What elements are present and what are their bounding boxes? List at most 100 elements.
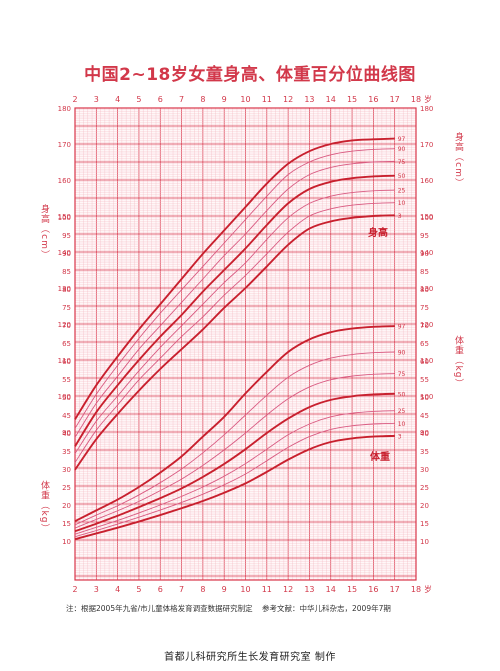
weight-tick-left: 95 (62, 232, 71, 240)
weight-tick-right: 40 (420, 430, 429, 438)
height-percentile-label: 25 (398, 188, 406, 195)
footnote-source: 注：根据2005年九省/市儿童体格发育调查数据研究制定 (66, 604, 253, 613)
weight-tick-left: 80 (62, 286, 71, 294)
height-curve-p90 (74, 148, 395, 429)
x-tick-label-top: 9 (222, 95, 227, 104)
height-tick-right: 160 (420, 177, 433, 185)
height-curve-p10 (74, 202, 395, 463)
weight-tick-left: 10 (62, 538, 71, 546)
x-tick-label-bottom: 15 (347, 585, 357, 594)
weight-tick-left: 100 (58, 214, 71, 222)
weight-percentile-label: 90 (398, 350, 406, 357)
x-tick-label-top: 2 (72, 95, 77, 104)
height-tick-right: 180 (420, 105, 433, 113)
x-tick-label-top: 11 (262, 95, 272, 104)
grid (74, 107, 417, 581)
weight-tick-left: 55 (62, 376, 71, 384)
chart-title: 中国2~18岁女童身高、体重百分位曲线图 (84, 65, 416, 85)
weight-tick-left: 90 (62, 250, 71, 258)
weight-curve-label: 体重 (370, 450, 390, 463)
weight-tick-left: 15 (62, 520, 71, 528)
x-tick-label-bottom: 8 (200, 585, 205, 594)
weight-tick-right: 60 (420, 358, 429, 366)
height-curve-label: 身高 (368, 226, 388, 239)
weight-curve-p25 (74, 410, 395, 535)
weight-tick-right: 65 (420, 340, 429, 348)
weight-tick-right: 75 (420, 304, 429, 312)
height-curve-p75 (74, 160, 395, 438)
weight-tick-left: 85 (62, 268, 71, 276)
height-percentile-label: 10 (398, 200, 406, 207)
height-tick-left: 120 (58, 321, 71, 329)
height-percentile-label: 3 (398, 213, 402, 220)
height-curve-p25 (74, 189, 395, 454)
x-unit-top: 岁 (424, 94, 432, 104)
weight-axis-label-right: 体重（kg） (453, 334, 464, 388)
x-tick-label-top: 10 (240, 95, 250, 104)
height-curve-p50 (74, 174, 395, 447)
height-tick-left: 180 (58, 105, 71, 113)
weight-tick-left: 50 (62, 394, 71, 402)
height-tick-right: 120 (420, 321, 433, 329)
x-tick-label-top: 14 (326, 95, 336, 104)
weight-curve-p50 (74, 392, 395, 533)
height-axis-label-right: 身高（cm） (453, 131, 464, 188)
x-tick-label-bottom: 3 (94, 585, 99, 594)
x-tick-label-top: 3 (94, 95, 99, 104)
x-tick-label-top: 6 (158, 95, 163, 104)
x-tick-label-bottom: 12 (283, 585, 293, 594)
x-tick-label-top: 16 (368, 95, 378, 104)
weight-tick-right: 30 (420, 466, 429, 474)
weight-tick-left: 70 (62, 322, 71, 330)
weight-tick-left: 25 (62, 484, 71, 492)
weight-tick-right: 85 (420, 268, 429, 276)
weight-tick-right: 100 (420, 214, 433, 222)
weight-curve-p90 (74, 351, 395, 526)
height-percentile-label: 97 (398, 136, 406, 143)
weight-tick-right: 25 (420, 484, 429, 492)
weight-tick-right: 35 (420, 448, 429, 456)
weight-curve-p3 (74, 434, 395, 541)
height-percentile-label: 50 (398, 173, 406, 180)
weight-tick-left: 30 (62, 466, 71, 474)
publisher-credit: 首都儿科研究所生长发育研究室 制作 (164, 652, 336, 663)
x-tick-label-bottom: 14 (326, 585, 336, 594)
height-tick-left: 140 (58, 249, 71, 257)
weight-tick-left: 60 (62, 358, 71, 366)
weight-percentile-label: 10 (398, 421, 406, 428)
weight-curve-p97 (74, 325, 395, 523)
x-tick-label-bottom: 4 (115, 585, 120, 594)
height-tick-right: 130 (420, 285, 433, 293)
weight-tick-right: 80 (420, 286, 429, 294)
x-tick-label-bottom: 18 (411, 585, 421, 594)
weight-percentile-label: 97 (398, 324, 406, 331)
weight-curve-p10 (74, 422, 395, 538)
weight-tick-right: 90 (420, 250, 429, 258)
height-tick-left: 110 (58, 357, 71, 365)
axes: 2233445566778899101011111212131314141515… (39, 94, 464, 594)
x-tick-label-bottom: 16 (368, 585, 378, 594)
weight-percentile-label: 3 (398, 433, 402, 440)
x-tick-label-top: 4 (115, 95, 120, 104)
x-tick-label-top: 8 (200, 95, 205, 104)
height-tick-right: 170 (420, 141, 433, 149)
x-tick-label-bottom: 11 (262, 585, 272, 594)
weight-percentile-label: 25 (398, 408, 406, 415)
x-tick-label-top: 17 (390, 95, 400, 104)
weight-tick-left: 75 (62, 304, 71, 312)
weight-tick-right: 15 (420, 520, 429, 528)
x-tick-label-bottom: 2 (72, 585, 77, 594)
x-tick-label-bottom: 9 (222, 585, 227, 594)
x-tick-label-top: 15 (347, 95, 357, 104)
height-tick-left: 90 (62, 429, 71, 437)
height-tick-left: 150 (58, 213, 71, 221)
weight-curve-p75 (74, 373, 395, 529)
x-unit-bottom: 岁 (424, 584, 432, 594)
height-percentile-label: 75 (398, 159, 406, 166)
weight-percentile-label: 75 (398, 371, 406, 378)
x-tick-label-top: 12 (283, 95, 293, 104)
height-tick-right: 150 (420, 213, 433, 221)
weight-tick-right: 10 (420, 538, 429, 546)
x-tick-label-top: 7 (179, 95, 184, 104)
